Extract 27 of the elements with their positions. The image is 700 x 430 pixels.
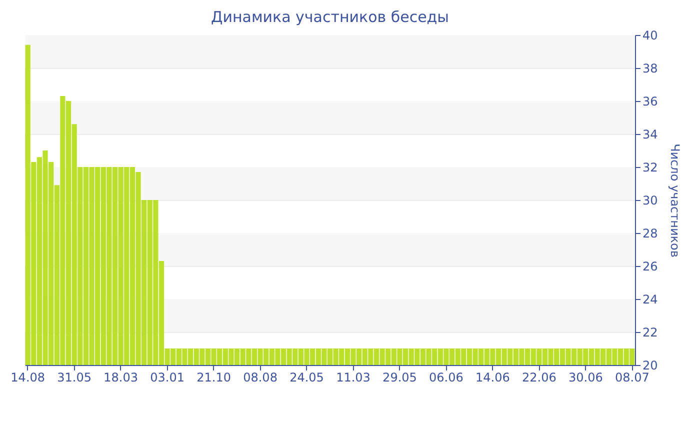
- x-tick-label: 18.03: [104, 370, 138, 384]
- x-tick-label: 31.05: [57, 370, 92, 384]
- x-tick-label: 03.01: [150, 370, 184, 384]
- y-tick-label: 30: [642, 194, 658, 208]
- x-tick-label: 14.06: [476, 370, 510, 384]
- y-tick-label: 22: [642, 326, 658, 340]
- x-tick-label: 22.06: [522, 370, 556, 384]
- y-axis-title: Число участников: [668, 144, 682, 258]
- x-tick-label: 29.05: [382, 370, 417, 384]
- x-tick-label: 21.10: [196, 370, 231, 384]
- y-tick-label: 34: [642, 128, 658, 142]
- y-tick-label: 26: [642, 260, 658, 274]
- chart-title: Динамика участников беседы: [210, 8, 450, 26]
- y-tick-label: 28: [642, 226, 658, 240]
- x-tick-label: 11.03: [336, 370, 370, 384]
- y-tick-label: 24: [642, 292, 658, 306]
- x-tick-label: 08.08: [243, 370, 278, 384]
- x-tick-label: 06.06: [429, 370, 464, 384]
- x-tick-label: 24.05: [290, 370, 324, 384]
- y-tick-label: 32: [642, 160, 658, 174]
- x-tick-label: 30.06: [568, 370, 603, 384]
- x-tick-label: 08.07: [614, 370, 650, 384]
- y-tick-label: 20: [642, 358, 658, 372]
- y-tick-label: 40: [642, 28, 658, 42]
- y-tick-label: 38: [642, 62, 658, 76]
- y-tick-label: 36: [642, 94, 658, 108]
- x-tick-label: 14.08: [10, 370, 46, 384]
